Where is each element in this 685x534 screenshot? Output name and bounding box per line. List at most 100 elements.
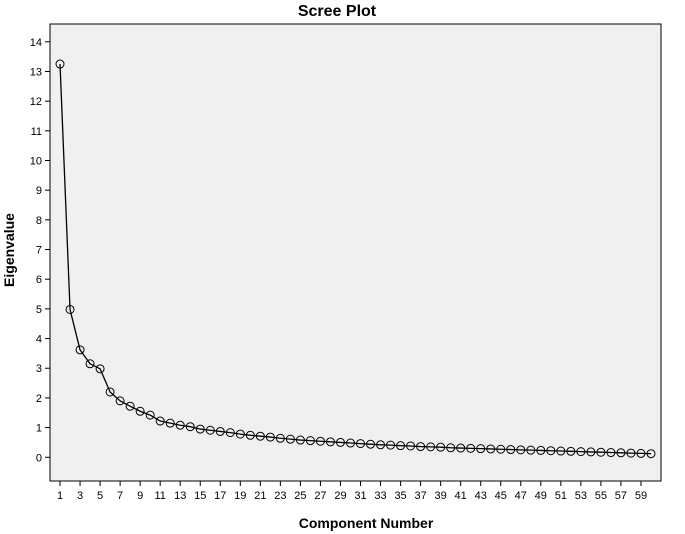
data-point [616,448,626,458]
data-point [516,445,526,455]
data-point [526,445,536,455]
y-tick-label: 4 [36,334,42,346]
data-point [245,430,255,440]
data-point [325,437,335,447]
x-tick-label: 7 [117,490,123,502]
data-point [456,443,466,453]
data-point [55,59,65,69]
data-point [265,432,275,442]
data-point [496,444,506,454]
data-point [305,436,315,446]
data-point [255,431,265,441]
data-point [115,396,125,406]
data-point [636,448,646,458]
x-axis-ticks: 1 3 5 7 9 11 13 15 17 19 21 23 25 27 29 31 33 35 37 39 41 43 4… [57,481,647,502]
data-point [606,448,616,458]
x-tick-label: 5 [97,490,103,502]
data-point [446,443,456,453]
x-tick-label: 45 [495,490,507,502]
y-tick-label: 3 [36,363,42,375]
data-point [626,448,636,458]
data-point [576,447,586,457]
data-point [476,444,486,454]
data-point [215,426,225,436]
data-point [155,416,165,426]
x-tick-label: 1 [57,490,63,502]
y-tick-label: 10 [30,156,42,168]
y-tick-label: 9 [36,185,42,197]
y-tick-label: 14 [30,37,42,49]
x-tick-label: 51 [555,490,567,502]
x-tick-label: 55 [595,490,607,502]
y-tick-label: 1 [36,423,42,435]
data-point [285,434,295,444]
data-point [436,442,446,452]
data-point [376,440,386,450]
data-point [416,442,426,452]
x-tick-label: 15 [194,490,206,502]
data-point [486,444,496,454]
x-tick-label: 31 [354,490,366,502]
data-point [315,436,325,446]
x-tick-label: 11 [154,490,165,502]
x-tick-label: 37 [414,490,426,502]
data-point [205,425,215,435]
y-tick-label: 7 [36,245,42,257]
y-axis-label: Eigenvalue [1,213,17,287]
x-tick-label: 25 [294,490,306,502]
data-point [165,418,175,428]
x-tick-label: 39 [435,490,447,502]
x-tick-label: 41 [455,490,467,502]
y-tick-label: 13 [30,66,42,78]
data-point [145,410,155,420]
x-tick-label: 17 [214,490,226,502]
data-point [406,441,416,451]
x-tick-label: 13 [174,490,186,502]
x-tick-label: 29 [334,490,346,502]
y-tick-label: 8 [36,215,42,227]
data-point [125,401,135,411]
x-tick-label: 35 [394,490,406,502]
y-tick-label: 5 [36,304,42,316]
plot-area [49,23,662,482]
data-point [366,439,376,449]
x-axis-label: Component Number [299,515,434,531]
data-point [345,438,355,448]
data-point [386,440,396,450]
data-point [466,443,476,453]
x-tick-label: 59 [635,490,647,502]
data-point [135,406,145,416]
data-point [356,439,366,449]
data-point [175,420,185,430]
y-tick-label: 11 [31,126,42,138]
data-point [65,304,75,314]
data-point [506,445,516,455]
y-tick-label: 12 [30,96,42,108]
x-tick-label: 21 [254,490,266,502]
eigenvalue-points [55,59,656,459]
data-point [95,364,105,374]
x-tick-label: 9 [137,490,143,502]
x-tick-label: 47 [515,490,527,502]
data-point [195,424,205,434]
eigenvalue-series-line [59,64,651,455]
x-tick-label: 3 [77,490,83,502]
data-point [105,387,115,397]
data-point [275,433,285,443]
x-tick-label: 23 [274,490,286,502]
data-point [75,345,85,355]
x-tick-label: 27 [314,490,326,502]
data-point [646,449,656,459]
x-tick-label: 57 [615,490,627,502]
data-point [536,445,546,455]
y-tick-label: 2 [36,393,42,405]
chart-title: Scree Plot [298,3,377,20]
data-point [596,447,606,457]
data-point [235,429,245,439]
data-point [566,446,576,456]
data-point [185,422,195,432]
x-tick-label: 49 [535,490,547,502]
x-tick-label: 19 [234,490,246,502]
